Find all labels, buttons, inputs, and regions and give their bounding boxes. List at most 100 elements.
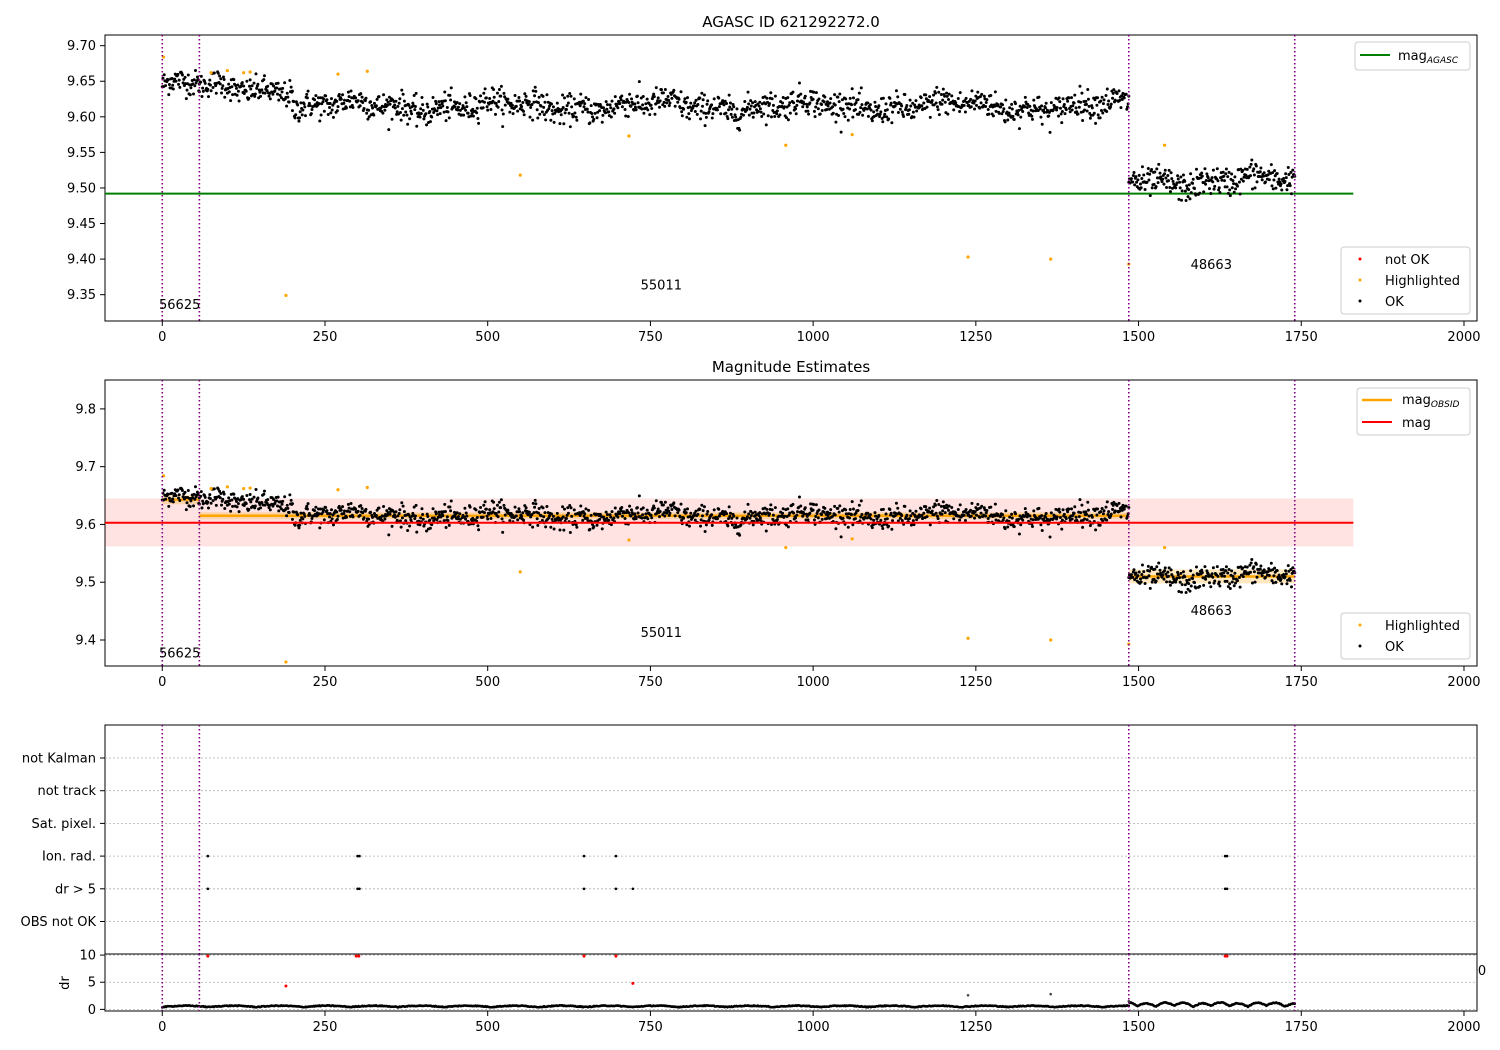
ok-point-478 (470, 111, 474, 115)
ok-point-est-1563 (1176, 570, 1180, 574)
ok-point-est-1261 (980, 504, 984, 508)
ok-point-238 (314, 94, 318, 98)
ok-point-491 (479, 94, 483, 98)
xtick-agasc-label-1500: 1500 (1122, 330, 1155, 345)
ok-point-est-1008 (815, 512, 819, 516)
ok-point-609 (555, 101, 559, 105)
ok-point-1106 (879, 110, 883, 114)
ok-point-est-1200 (940, 512, 944, 516)
ok-point-75 (208, 83, 212, 87)
ok-point-est-75 (208, 497, 212, 501)
ok-point-824 (695, 112, 699, 116)
ok-point-438 (444, 119, 448, 123)
ok-point-est-709 (620, 514, 624, 518)
ok-point-1200 (940, 102, 944, 106)
ok-point-est-1269 (985, 509, 989, 513)
ok-point-est-307 (359, 504, 363, 508)
ok-point-279 (341, 93, 345, 97)
ok-point-est-1246 (970, 501, 974, 505)
ok-point-est-127 (242, 504, 246, 508)
ok-point-est-1711 (1272, 574, 1276, 578)
ok-point-796 (677, 97, 681, 101)
ok-point-est-741 (641, 506, 645, 510)
ok-point-est-873 (727, 505, 731, 509)
ok-point-772 (661, 91, 665, 95)
ok-point-1533 (1156, 181, 1160, 185)
ok-point-1421 (1084, 99, 1088, 103)
ok-point-163 (266, 84, 270, 88)
ok-point-1048 (841, 107, 845, 111)
ok-point-est-90 (218, 496, 222, 500)
ok-point-est-807 (684, 511, 688, 515)
flag-point-3-4 (614, 854, 618, 858)
ok-point-956 (781, 95, 785, 99)
ok-point-1191 (934, 101, 938, 105)
ok-point-518 (496, 105, 500, 109)
ok-point-1004 (812, 109, 816, 113)
ok-point-est-1016 (820, 517, 824, 521)
ok-point-460 (458, 108, 462, 112)
ok-point-est-1411 (1077, 515, 1081, 519)
ok-point-1059 (848, 96, 852, 100)
ok-point-1194 (936, 108, 940, 112)
ok-point-est-21 (174, 494, 178, 498)
ok-point-est-842 (707, 518, 711, 522)
ok-point-1267 (984, 105, 988, 109)
ok-point-est-872 (727, 517, 731, 521)
ok-point-1579 (1186, 195, 1190, 199)
ok-point-575 (533, 85, 537, 89)
ok-point-est-966 (788, 511, 792, 515)
ok-point-1333 (1027, 111, 1031, 115)
ok-point-est-1607 (1204, 574, 1208, 578)
ok-point-est-1297 (1003, 527, 1007, 531)
ok-point-1111 (882, 115, 886, 119)
ok-point-1633 (1221, 170, 1225, 174)
ok-point-est-306 (358, 513, 362, 517)
ok-point-565 (527, 102, 531, 106)
ok-point-est-1730 (1284, 572, 1288, 576)
ok-point-1614 (1209, 192, 1213, 196)
ok-point-919 (757, 104, 761, 108)
ok-point-est-1453 (1105, 518, 1109, 522)
ok-point-est-498 (483, 500, 487, 504)
ok-point-1204 (943, 94, 947, 98)
ok-point-148 (256, 82, 260, 86)
ok-point-1118 (887, 117, 891, 121)
ok-point-840 (706, 99, 710, 103)
ok-point-est-1518 (1146, 564, 1150, 568)
ok-point-est-1283 (994, 518, 998, 522)
ok-point-1641 (1226, 191, 1230, 195)
ok-point-1078 (861, 113, 865, 117)
ok-point-est-990 (803, 506, 807, 510)
ok-point-1327 (1023, 105, 1027, 109)
ok-point-1570 (1180, 189, 1184, 193)
ok-point-1020 (823, 95, 827, 99)
ok-point-est-680 (602, 515, 606, 519)
ok-point-967 (788, 111, 792, 115)
ok-point-832 (700, 104, 704, 108)
ok-point-604 (552, 120, 556, 124)
ok-point-1608 (1205, 172, 1209, 176)
ok-point-137 (249, 87, 253, 91)
ok-point-754 (650, 107, 654, 111)
ok-point-est-613 (558, 528, 562, 532)
ok-point-est-1524 (1150, 580, 1154, 584)
ok-point-81 (212, 71, 216, 75)
ok-point-est-578 (535, 517, 539, 521)
ok-point-est-1340 (1031, 518, 1035, 522)
ok-point-est-81 (212, 487, 216, 491)
ok-point-975 (794, 107, 798, 111)
ok-point-696 (612, 107, 616, 111)
ok-point-est-1205 (943, 511, 947, 515)
ytick-est-label-2: 9.6 (75, 518, 96, 533)
ok-point-est-1307 (1010, 512, 1014, 516)
ok-point-922 (759, 110, 763, 114)
ok-point-808 (685, 115, 689, 119)
ok-point-1443 (1098, 116, 1102, 120)
ok-point-est-193 (285, 503, 289, 507)
ok-point-831 (700, 91, 704, 95)
ok-point-874 (728, 105, 732, 109)
ok-point-500 (484, 96, 488, 100)
ok-point-468 (464, 108, 468, 112)
ok-point-est-108 (230, 498, 234, 502)
